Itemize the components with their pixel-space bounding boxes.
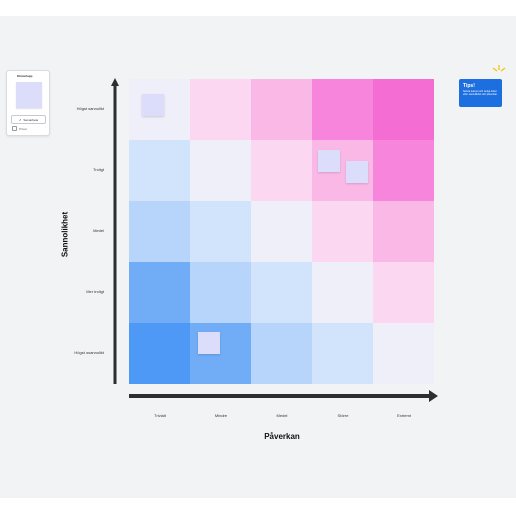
col-label-4: Större xyxy=(337,413,349,418)
arrow-up-icon xyxy=(111,78,119,384)
matrix-cell xyxy=(312,201,373,262)
tip-title: Tips! xyxy=(463,83,475,89)
matrix-cell xyxy=(129,140,190,201)
matrix-cell xyxy=(251,323,312,384)
tip-text: Samla teamet och ranka risker efter sann… xyxy=(463,90,498,96)
matrix-cell xyxy=(190,140,251,201)
matrix-cell xyxy=(373,140,434,201)
matrix-cell xyxy=(190,201,251,262)
private-checkbox[interactable]: Privat xyxy=(12,126,27,131)
matrix-cell xyxy=(129,262,190,323)
panel-title: Klisterlapp xyxy=(17,74,33,78)
arrow-right-icon xyxy=(129,390,438,402)
matrix-cell xyxy=(312,323,373,384)
matrix-cell xyxy=(373,79,434,140)
tip-card[interactable]: Tips! Samla teamet och ranka risker efte… xyxy=(459,79,502,107)
panel-sticky-preview[interactable] xyxy=(16,82,42,108)
collaborate-button-label: Samarbeta xyxy=(23,117,39,122)
row-label-2: Troligt xyxy=(93,167,104,172)
row-label-3: Medel xyxy=(93,228,104,233)
matrix-cell xyxy=(251,79,312,140)
sticky-note-panel: Klisterlapp ⇗ Samarbeta Privat xyxy=(6,70,50,136)
col-label-5: Extremt xyxy=(397,413,411,418)
matrix-cell xyxy=(251,201,312,262)
row-label-1: Högst sannolikt xyxy=(76,106,104,111)
sticky-note[interactable] xyxy=(346,161,368,183)
y-axis-title: Sannolikhet xyxy=(60,211,70,258)
row-label-4: Mer troligt xyxy=(86,289,104,294)
matrix-cell xyxy=(251,140,312,201)
share-icon: ⇗ xyxy=(18,117,22,122)
matrix-cell xyxy=(190,79,251,140)
matrix-cell xyxy=(129,323,190,384)
private-checkbox-label: Privat xyxy=(19,126,27,131)
sticky-note[interactable] xyxy=(318,150,340,172)
matrix-cell xyxy=(373,262,434,323)
matrix-cell xyxy=(373,323,434,384)
checkbox-box[interactable] xyxy=(12,126,17,131)
col-label-1: Trivialt xyxy=(154,413,166,418)
y-axis-arrow xyxy=(111,78,119,384)
matrix-cell xyxy=(251,262,312,323)
sticky-note[interactable] xyxy=(198,332,220,354)
matrix-cell xyxy=(190,262,251,323)
row-label-5: Högst osannolikt xyxy=(74,350,104,355)
x-axis-arrow xyxy=(129,390,438,402)
matrix-cell xyxy=(312,79,373,140)
sticky-note[interactable] xyxy=(142,94,164,116)
col-label-3: Medel xyxy=(276,413,288,418)
collaborate-button[interactable]: ⇗ Samarbeta xyxy=(11,115,46,124)
col-label-2: Mindre xyxy=(214,413,228,418)
sparkle-icon xyxy=(492,65,506,72)
risk-matrix xyxy=(129,79,434,384)
x-axis-title: Påverkan xyxy=(264,432,300,441)
matrix-cell xyxy=(312,262,373,323)
matrix-cell xyxy=(373,201,434,262)
matrix-cell xyxy=(129,201,190,262)
